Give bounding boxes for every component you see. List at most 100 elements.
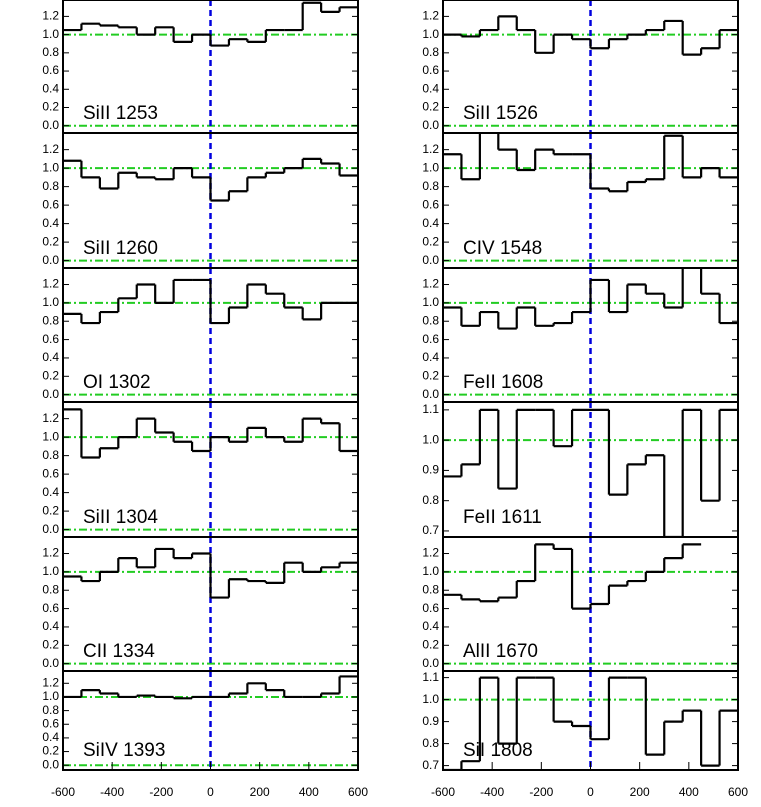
panel-title: CII 1334 <box>83 641 155 662</box>
y-tick-label: 0.4 <box>422 350 439 364</box>
panel <box>63 0 358 133</box>
panel-title: SiIV 1393 <box>83 740 165 761</box>
y-tick-label: 0.8 <box>422 582 439 596</box>
y-tick-label: 0.8 <box>422 736 439 750</box>
y-tick-label: 0.0 <box>422 118 439 132</box>
y-tick-label: 0.8 <box>42 179 59 193</box>
y-tick-label: 0.2 <box>42 234 59 248</box>
y-tick-label: 0.0 <box>42 387 59 401</box>
x-tick-label: 200 <box>630 785 650 799</box>
y-tick-label: 0.2 <box>42 368 59 382</box>
y-tick-label: 0.6 <box>422 197 439 211</box>
y-tick-label: 0.4 <box>42 485 59 499</box>
y-tick-label: 0.4 <box>42 350 59 364</box>
x-tick-label: 600 <box>728 785 748 799</box>
y-tick-label: 0.2 <box>422 100 439 114</box>
y-tick-label: 1.2 <box>422 9 439 23</box>
y-tick-label: 0.9 <box>422 463 439 477</box>
y-tick-label: 1.0 <box>42 689 59 703</box>
y-tick-label: 1.0 <box>42 564 59 578</box>
y-tick-label: 0.8 <box>422 45 439 59</box>
y-tick-label: 0.6 <box>42 197 59 211</box>
y-tick-label: 0.8 <box>42 448 59 462</box>
x-tick-label: -600 <box>51 785 75 799</box>
x-tick-label: 0 <box>587 785 594 799</box>
y-tick-label: 0.2 <box>422 234 439 248</box>
panel-title: SiI 1808 <box>463 740 533 761</box>
panel <box>443 133 738 268</box>
panel <box>63 402 358 537</box>
x-tick-label: 0 <box>207 785 214 799</box>
y-tick-label: 0.0 <box>42 757 59 771</box>
y-tick-label: 0.4 <box>42 81 59 95</box>
y-tick-label: 0.6 <box>42 63 59 77</box>
y-tick-label: 0.6 <box>422 601 439 615</box>
y-tick-label: 0.6 <box>42 716 59 730</box>
y-tick-label: 0.0 <box>422 656 439 670</box>
y-tick-label: 0.4 <box>42 730 59 744</box>
panel-title: FeII 1611 <box>463 507 542 528</box>
y-tick-label: 0.2 <box>42 637 59 651</box>
y-tick-label: 0.8 <box>42 703 59 717</box>
y-tick-label: 0.4 <box>42 216 59 230</box>
x-tick-label: -200 <box>149 785 173 799</box>
y-tick-label: 0.0 <box>42 656 59 670</box>
y-tick-label: 0.4 <box>422 619 439 633</box>
panel <box>443 537 738 671</box>
y-tick-label: 1.1 <box>422 670 439 684</box>
panel-title: SiII 1304 <box>83 507 158 528</box>
y-tick-label: 1.0 <box>422 27 439 41</box>
panel <box>443 402 738 537</box>
y-tick-label: 0.2 <box>42 744 59 758</box>
y-tick-label: 0.4 <box>422 216 439 230</box>
panel-title: SiII 1253 <box>83 103 158 124</box>
panel-title: FeII 1608 <box>463 372 543 393</box>
panel-title: CIV 1548 <box>463 238 542 259</box>
y-tick-label: 0.0 <box>42 253 59 267</box>
y-tick-label: 1.0 <box>42 295 59 309</box>
panel <box>63 268 358 402</box>
y-tick-label: 1.1 <box>422 402 439 416</box>
panel-title: SiII 1260 <box>83 238 158 259</box>
y-tick-label: 0.2 <box>422 637 439 651</box>
y-tick-label: 0.8 <box>422 313 439 327</box>
y-tick-label: 0.7 <box>422 523 439 537</box>
y-tick-label: 1.0 <box>42 27 59 41</box>
y-tick-label: 0.0 <box>42 118 59 132</box>
panel <box>443 0 738 133</box>
panel <box>63 133 358 268</box>
y-tick-label: 0.2 <box>42 503 59 517</box>
y-tick-label: 0.9 <box>422 714 439 728</box>
y-tick-label: 0.8 <box>422 179 439 193</box>
y-tick-label: 1.2 <box>42 546 59 560</box>
y-tick-label: 1.0 <box>422 432 439 446</box>
y-tick-label: 0.4 <box>42 619 59 633</box>
y-tick-label: 0.0 <box>42 522 59 536</box>
y-tick-label: 1.2 <box>42 675 59 689</box>
y-tick-label: 0.6 <box>42 466 59 480</box>
y-tick-label: 0.6 <box>42 332 59 346</box>
y-tick-label: 0.8 <box>42 45 59 59</box>
y-tick-label: 0.8 <box>42 582 59 596</box>
y-tick-label: 1.2 <box>422 142 439 156</box>
y-tick-label: 1.0 <box>422 160 439 174</box>
panel-title: AlII 1670 <box>463 641 538 662</box>
y-tick-label: 0.2 <box>42 100 59 114</box>
y-tick-label: 1.0 <box>422 692 439 706</box>
y-tick-label: 1.2 <box>422 277 439 291</box>
x-tick-label: 200 <box>250 785 270 799</box>
x-tick-label: -400 <box>480 785 504 799</box>
y-tick-label: 1.2 <box>42 277 59 291</box>
y-tick-label: 0.6 <box>422 332 439 346</box>
y-tick-label: 0.6 <box>422 63 439 77</box>
x-tick-label: 600 <box>348 785 368 799</box>
x-tick-label: 400 <box>299 785 319 799</box>
panel <box>443 268 738 402</box>
x-tick-label: 400 <box>679 785 699 799</box>
y-tick-label: 1.0 <box>422 295 439 309</box>
x-tick-label: -600 <box>431 785 455 799</box>
panel <box>443 671 738 770</box>
x-tick-label: -200 <box>529 785 553 799</box>
y-tick-label: 1.2 <box>42 9 59 23</box>
